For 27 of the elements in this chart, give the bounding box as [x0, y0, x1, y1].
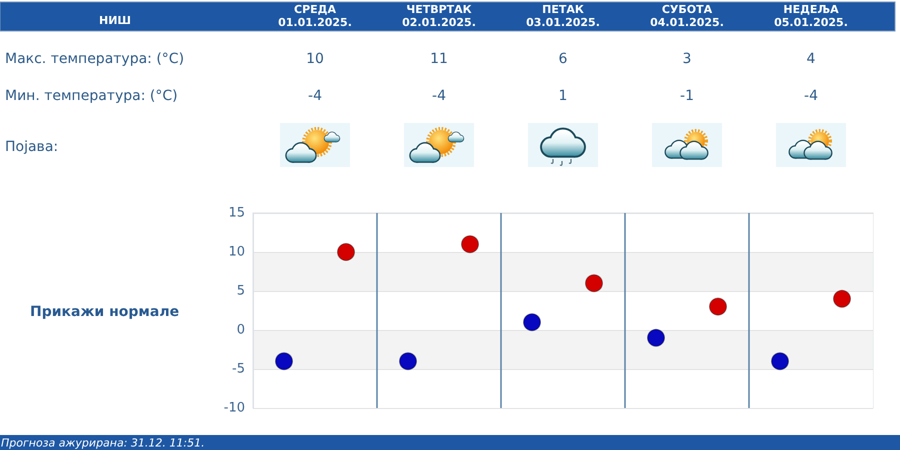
data-label: 6 — [558, 51, 568, 67]
y-tick-label: 15 — [228, 206, 245, 220]
y-tick-label: 5 — [236, 284, 245, 298]
data-label: 3 — [682, 51, 692, 67]
text: ЧЕТВРТАК 02.01.2025. — [402, 3, 476, 29]
text: Појава: — [5, 139, 58, 155]
data-label: 4 — [806, 51, 816, 67]
text: Прикажи нормале — [30, 304, 180, 320]
data-label: -4 — [804, 88, 818, 104]
data-label: 1 — [558, 88, 568, 104]
text: Мин. температура: (°C) — [5, 88, 178, 104]
data-label: 10 — [306, 51, 324, 67]
text: НЕДЕЉА 05.01.2025. — [774, 3, 848, 29]
text: ПЕТАК 03.01.2025. — [526, 3, 600, 29]
text: СУБОТА 04.01.2025. — [650, 3, 724, 29]
y-tick-label: -10 — [224, 400, 245, 416]
data-label: 11 — [430, 51, 448, 67]
y-tick-label: 10 — [228, 244, 245, 260]
text: СРЕДА 01.01.2025. — [278, 3, 352, 29]
data-label: -4 — [432, 88, 446, 104]
data-label: -4 — [308, 88, 322, 104]
text: Макс. температура: (°C) — [5, 51, 184, 67]
data-label: -1 — [680, 88, 694, 104]
text: НИШ — [98, 14, 132, 27]
y-tick-label: -5 — [232, 362, 245, 376]
text: Прогноза ажурирана: 31.12. 11:51. — [1, 436, 205, 450]
y-tick-label: 0 — [236, 322, 245, 338]
